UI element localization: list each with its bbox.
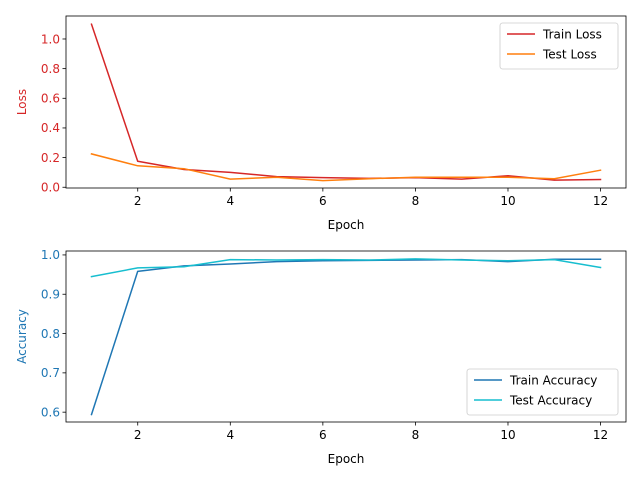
- y-tick-label: 0.0: [41, 181, 60, 195]
- y-axis-label: Accuracy: [15, 309, 29, 364]
- series-line-2: [90, 258, 602, 278]
- y-tick-label: 1.0: [41, 32, 60, 46]
- legend: Train Loss Test Loss: [499, 22, 619, 70]
- legend-box: [466, 368, 619, 416]
- y-tick-label: 1.0: [41, 248, 60, 262]
- y-tick-label: 0.7: [41, 366, 60, 380]
- loss-chart: 2 4 6 8 10 12 0.0 0.2 0.4 0.6 0.8 1.0 Epoch Loss Train…: [15, 15, 627, 232]
- y-axis-label: Loss: [15, 89, 29, 115]
- x-tick-label: 6: [319, 194, 327, 208]
- x-tick-label: 4: [226, 428, 234, 442]
- legend-label-1: Train Loss: [542, 27, 602, 41]
- series-line-2: [90, 152, 602, 182]
- x-tick-label: 2: [134, 428, 142, 442]
- y-tick-label: 0.6: [41, 405, 60, 419]
- y-tick-label: 0.4: [41, 121, 60, 135]
- plot-frame: [65, 15, 627, 189]
- y-tick-label: 0.8: [41, 62, 60, 76]
- x-tick-label: 12: [593, 428, 608, 442]
- legend: Train Accuracy Test Accuracy: [466, 368, 619, 416]
- legend-label-2: Test Loss: [542, 47, 597, 61]
- x-tick-label: 4: [226, 194, 234, 208]
- x-tick-label: 12: [593, 194, 608, 208]
- x-tick-label: 2: [134, 194, 142, 208]
- x-tick-label: 6: [319, 428, 327, 442]
- y-tick-label: 0.2: [41, 151, 60, 165]
- y-tick-label: 0.8: [41, 327, 60, 341]
- x-tick-label: 8: [412, 428, 420, 442]
- plot-frame: [65, 250, 627, 423]
- y-tick-label: 0.6: [41, 92, 60, 106]
- x-tick-label: 10: [500, 194, 515, 208]
- legend-label-2: Test Accuracy: [509, 393, 592, 407]
- accuracy-chart: 2 4 6 8 10 12 0.6 0.7 0.8 0.9 1.0 Epoch Accuracy Trai…: [15, 248, 627, 466]
- x-tick-label: 10: [500, 428, 515, 442]
- x-tick-label: 8: [412, 194, 420, 208]
- x-axis-label: Epoch: [328, 452, 365, 466]
- legend-label-1: Train Accuracy: [509, 373, 597, 387]
- y-tick-label: 0.9: [41, 288, 60, 302]
- x-axis-label: Epoch: [328, 218, 365, 232]
